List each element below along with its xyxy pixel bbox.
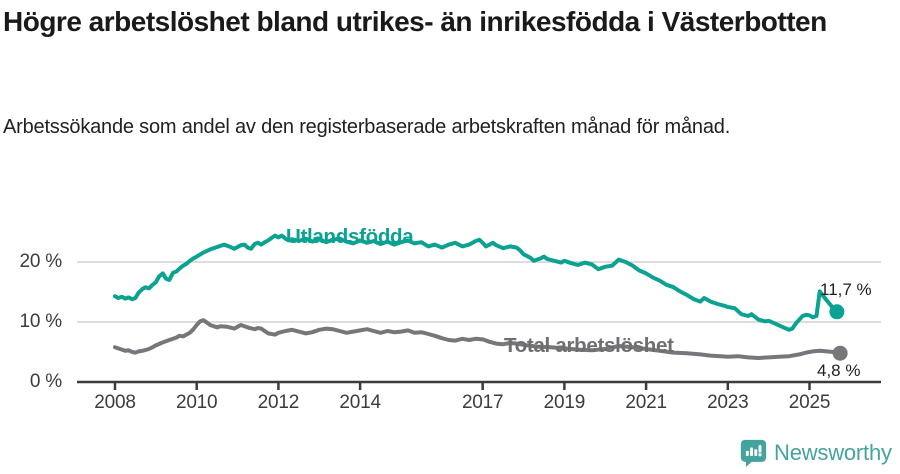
x-tick-label: 2019: [543, 392, 586, 413]
x-tick-label: 2010: [175, 392, 218, 413]
x-tick-label: 2014: [339, 392, 381, 413]
x-tick-label: 2008: [94, 392, 136, 413]
x-tick-label: 2023: [707, 392, 749, 413]
series-label-utlandsfodda: Utlandsfödda: [286, 225, 414, 248]
x-tick-label: 2012: [257, 392, 300, 413]
x-tick-label: 2021: [625, 392, 667, 413]
end-value-label-total: 4,8 %: [817, 361, 861, 380]
footer-branding: Newsworthy: [740, 439, 892, 467]
chart-title: Högre arbetslöshet bland utrikes- än inr…: [3, 6, 827, 37]
brand-name: Newsworthy: [774, 440, 892, 465]
chart-subtitle: Arbetssökande som andel av den registerb…: [3, 116, 731, 138]
x-tick-label: 2017: [461, 392, 504, 413]
y-tick-label: 20 %: [19, 251, 62, 272]
y-tick-label: 0 %: [29, 371, 62, 392]
x-tick-label: 2025: [788, 392, 831, 413]
y-tick-label: 10 %: [19, 311, 62, 332]
end-value-label-utlandsfodda: 11,7 %: [820, 280, 872, 299]
newsworthy-logo-icon: [740, 439, 767, 467]
series-label-total-arbetsloshet: Total arbetslöshet: [504, 334, 674, 357]
